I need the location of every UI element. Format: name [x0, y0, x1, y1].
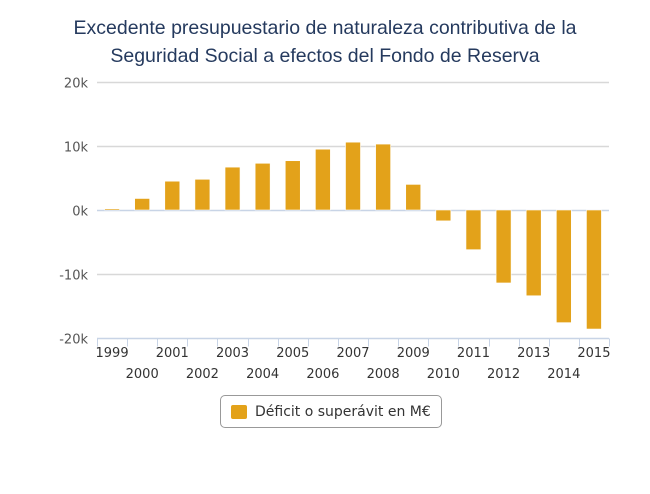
- y-tick-label: 10k: [64, 141, 89, 156]
- bar-2003[interactable]: [224, 166, 241, 211]
- x-tick-label: 2015: [577, 346, 610, 361]
- legend-swatch-icon: [231, 404, 247, 419]
- legend-item-deficit[interactable]: Déficit o superávit en M€: [220, 395, 442, 428]
- bar-2012[interactable]: [495, 209, 512, 284]
- chart-title-line-1: Excedente presupuestario de naturaleza c…: [73, 17, 577, 39]
- x-tick-label: 2010: [427, 367, 460, 382]
- bar-1999[interactable]: [104, 208, 120, 211]
- bar-2007[interactable]: [345, 141, 361, 211]
- bar-2005[interactable]: [284, 160, 301, 211]
- x-axis: [97, 337, 610, 347]
- x-tick-label: 2013: [517, 346, 550, 361]
- x-tick-label: 2004: [246, 367, 279, 382]
- gridlines: [97, 81, 609, 276]
- x-tick-label: 2006: [306, 367, 339, 382]
- x-tick-label: 2014: [547, 367, 580, 382]
- bar-2011[interactable]: [465, 209, 482, 250]
- bar-2013[interactable]: [525, 209, 542, 297]
- x-tick-label: 2003: [216, 346, 249, 361]
- x-tick-label: 2012: [487, 367, 520, 382]
- bars: [104, 141, 602, 330]
- y-axis-labels: 20k 10k 0k -10k -20k: [59, 77, 88, 348]
- bar-2010[interactable]: [435, 209, 452, 222]
- x-tick-label: 1999: [96, 346, 129, 361]
- bar-2000[interactable]: [134, 198, 150, 211]
- x-tick-label: 2002: [186, 367, 219, 382]
- y-tick-label: 20k: [64, 77, 89, 92]
- x-tick-label: 2008: [367, 367, 400, 382]
- x-tick-label: 2011: [457, 346, 490, 361]
- chart-title: Excedente presupuestario de naturaleza c…: [0, 14, 650, 70]
- y-tick-label: 0k: [72, 205, 88, 220]
- bar-2001[interactable]: [164, 180, 181, 211]
- y-tick-label: -20k: [59, 333, 88, 348]
- bar-2002[interactable]: [194, 178, 211, 211]
- legend-label: Déficit o superávit en M€: [255, 403, 431, 420]
- x-tick-label: 2001: [156, 346, 189, 361]
- x-tick-label: 2000: [126, 367, 159, 382]
- chart-title-line-2: Seguridad Social a efectos del Fondo de …: [110, 45, 540, 67]
- bar-2015[interactable]: [586, 209, 602, 330]
- y-tick-label: -10k: [59, 269, 88, 284]
- x-tick-label: 2009: [397, 346, 430, 361]
- x-tick-label: 2005: [276, 346, 309, 361]
- bar-2009[interactable]: [405, 184, 422, 211]
- x-axis-labels: 1999 2000 2001 2002 2003 2004 2005 2006 2007 2008…: [96, 346, 611, 382]
- x-tick-label: 2007: [336, 346, 369, 361]
- bar-2008[interactable]: [375, 143, 391, 211]
- bar-2006[interactable]: [315, 148, 331, 211]
- bar-2014[interactable]: [556, 209, 572, 323]
- bar-2004[interactable]: [254, 162, 271, 211]
